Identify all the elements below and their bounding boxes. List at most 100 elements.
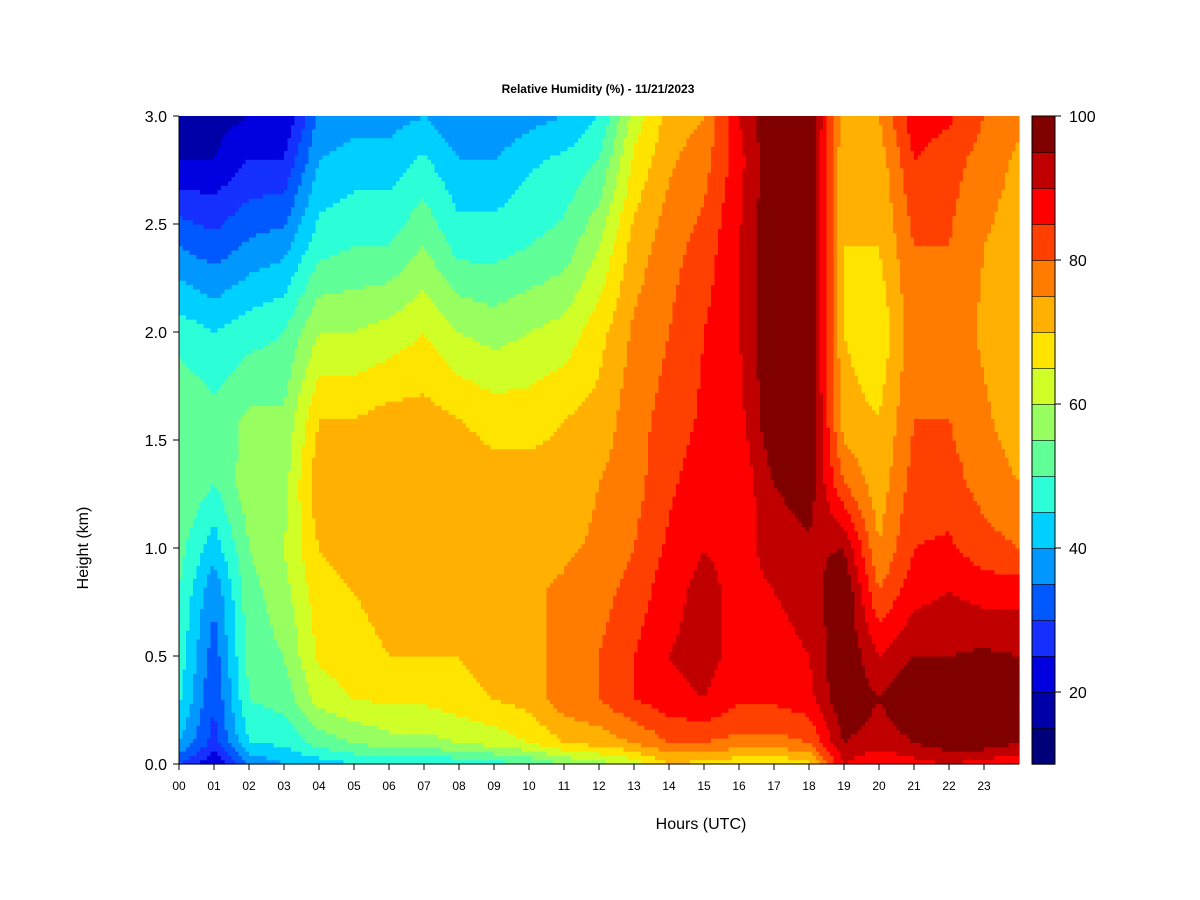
heatmap-cell (182, 180, 187, 186)
heatmap-cell (193, 236, 198, 242)
heatmap-cell (263, 414, 268, 419)
heatmap-cell (259, 703, 264, 709)
heatmap-cell (228, 314, 233, 320)
heatmap-cell (238, 418, 243, 424)
heatmap-cell (287, 362, 292, 368)
heatmap-cell (179, 163, 184, 169)
heatmap-cell (249, 146, 254, 152)
heatmap-cell (182, 297, 187, 303)
heatmap-cell (287, 431, 292, 437)
heatmap-cell (266, 630, 271, 635)
heatmap-cell (291, 560, 296, 566)
heatmap-cell (179, 647, 184, 653)
heatmap-cell (259, 440, 264, 445)
heatmap-cell (200, 167, 205, 173)
heatmap-cell (277, 262, 282, 268)
heatmap-cell (210, 297, 215, 303)
heatmap-cell (182, 556, 187, 562)
heatmap-cell (193, 198, 198, 203)
heatmap-cell (203, 293, 208, 299)
heatmap-cell (242, 716, 247, 722)
heatmap-cell (284, 703, 289, 709)
heatmap-cell (214, 327, 219, 333)
heatmap-cell (242, 392, 247, 398)
heatmap-cell (266, 617, 271, 623)
heatmap-cell (291, 344, 296, 350)
heatmap-cell (284, 543, 289, 549)
heatmap-cell (235, 124, 240, 130)
heatmap-cell (277, 409, 282, 415)
heatmap-cell (203, 336, 208, 342)
heatmap-cell (238, 474, 243, 480)
heatmap-cell (284, 414, 289, 419)
heatmap-cell (210, 625, 215, 631)
heatmap-cell (256, 578, 261, 584)
heatmap-cell (179, 694, 184, 700)
heatmap-cell (242, 357, 247, 363)
heatmap-cell (277, 159, 282, 165)
heatmap-cell (203, 224, 208, 229)
heatmap-cell (196, 465, 201, 471)
heatmap-cell (203, 548, 208, 553)
heatmap-cell (284, 681, 289, 687)
heatmap-cell (186, 720, 191, 726)
heatmap-cell (221, 725, 226, 731)
heatmap-cell (291, 401, 296, 407)
heatmap-cell (273, 392, 278, 398)
heatmap-cell (228, 409, 233, 415)
heatmap-cell (266, 647, 271, 653)
heatmap-cell (263, 720, 268, 726)
heatmap-cell (217, 141, 222, 147)
heatmap-cell (200, 189, 205, 195)
heatmap-cell (224, 487, 229, 493)
heatmap-cell (207, 379, 212, 385)
heatmap-cell (294, 630, 299, 635)
heatmap-cell (263, 392, 268, 398)
heatmap-cell (214, 716, 219, 722)
heatmap-cell (273, 375, 278, 381)
heatmap-cell (217, 755, 222, 761)
heatmap-cell (287, 543, 292, 549)
heatmap-cell (252, 336, 257, 342)
heatmap-cell (200, 755, 205, 761)
heatmap-cell (189, 664, 194, 670)
heatmap-cell (224, 543, 229, 549)
heatmap-cell (291, 236, 296, 242)
heatmap-cell (200, 483, 205, 489)
heatmap-cell (207, 673, 212, 679)
heatmap-cell (270, 556, 275, 562)
heatmap-cell (294, 673, 299, 679)
heatmap-cell (238, 306, 243, 311)
heatmap-cell (273, 159, 278, 165)
heatmap-cell (291, 379, 296, 385)
heatmap-cell (291, 755, 296, 761)
heatmap-cell (284, 591, 289, 597)
heatmap-cell (256, 379, 261, 385)
heatmap-cell (221, 353, 226, 359)
heatmap-cell (273, 215, 278, 221)
heatmap-cell (284, 725, 289, 731)
heatmap-cell (231, 288, 236, 294)
heatmap-cell (189, 500, 194, 506)
heatmap-cell (189, 180, 194, 186)
heatmap-cell (231, 660, 236, 666)
heatmap-cell (235, 236, 240, 242)
heatmap-cell (273, 249, 278, 255)
heatmap-cell (210, 258, 215, 264)
heatmap-cell (284, 323, 289, 329)
heatmap-cell (221, 189, 226, 195)
heatmap-cell (273, 694, 278, 700)
heatmap-cell (182, 150, 187, 156)
heatmap-cell (238, 409, 243, 415)
heatmap-cell (294, 647, 299, 653)
heatmap-cell (207, 396, 212, 402)
heatmap-cell (270, 448, 275, 454)
heatmap-cell (203, 116, 208, 121)
heatmap-cell (210, 681, 215, 687)
heatmap-cell (238, 509, 243, 515)
heatmap-cell (284, 630, 289, 635)
heatmap-cell (196, 608, 201, 614)
heatmap-cell (210, 500, 215, 506)
heatmap-cell (235, 625, 240, 631)
heatmap-cell (231, 215, 236, 221)
